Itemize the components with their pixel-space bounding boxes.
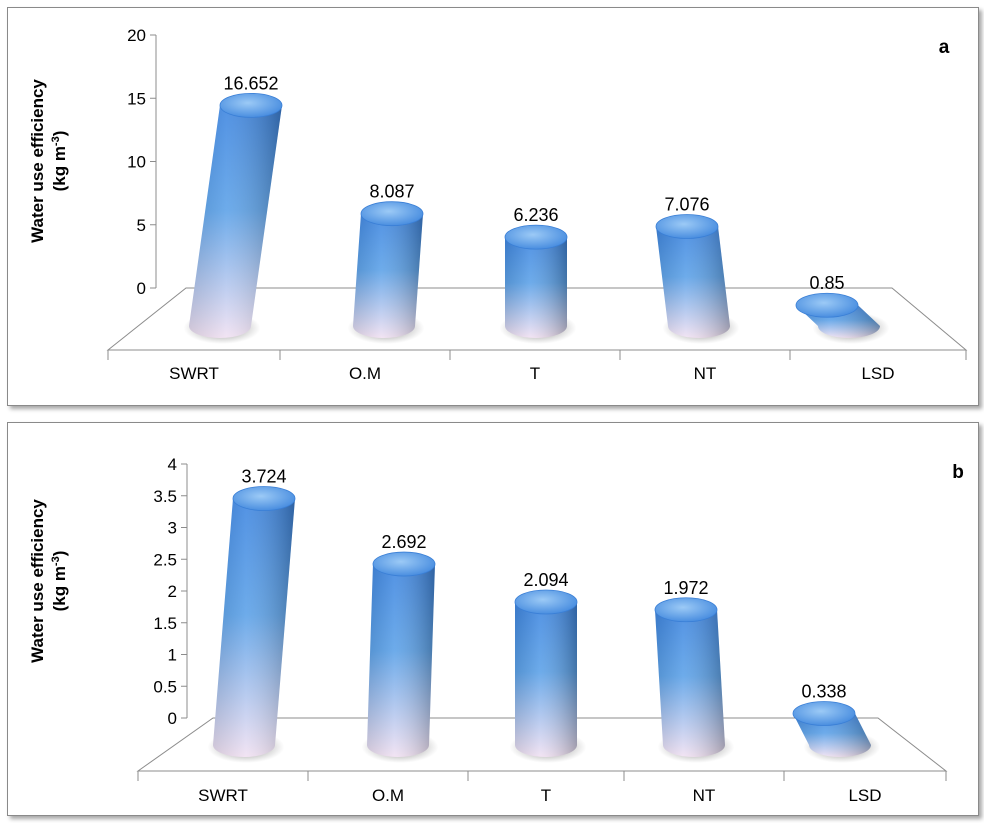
data-label: 7.076 [664,194,709,214]
y-tick-label: 1.5 [153,614,177,633]
y-axis-title: Water use efficiency [28,499,47,663]
data-label: 8.087 [369,182,414,202]
bar-cap [219,92,283,118]
y-tick-label: 0 [137,279,146,298]
panel-label: a [939,37,950,58]
x-tick-label: NT [693,786,716,805]
y-tick-label: 10 [127,153,146,172]
chart-a-svg: 0 5 10 15 20 Water use efficiency (kg m-3) 16.6… [28,26,968,383]
data-label: 16.652 [223,73,278,93]
bar-cap [792,701,856,726]
bar-swrt [183,92,283,344]
data-label: 0.338 [801,682,846,702]
x-tick-label: T [530,364,540,383]
panel-label: b [952,462,964,483]
bar-t [509,589,587,763]
bar-nt [654,597,735,763]
bar-cap [360,201,424,227]
x-tick-label: O.M [372,786,404,805]
bar-cap [655,214,719,239]
x-tick-label: LSD [861,364,894,383]
x-tick-label: SWRT [198,786,248,805]
y-tick-label: 0 [168,709,177,728]
y-tick-label: 1 [168,646,177,665]
y-tick-label: 4 [168,455,177,474]
y-tick-label: 3.5 [153,487,177,506]
y-axis-unit: (kg m-3) [50,551,69,612]
bar-cap [504,224,568,250]
bar-cap [654,597,718,623]
x-tick-label: NT [694,364,717,383]
bar-cap [514,589,578,615]
bar-cap [795,292,859,318]
bar-nt [655,214,740,344]
data-label: 0.85 [809,273,844,293]
x-tick-label: T [541,786,551,805]
chart-panel-b: 0 0.5 1 1.5 2 2.5 3 3.5 4 Water use efficiency (kg… [7,422,979,816]
x-tick-label: LSD [848,786,881,805]
bar-swrt [207,486,296,763]
data-label: 3.724 [241,467,286,487]
data-label: 2.094 [523,570,568,590]
chart-panel-a: 0 5 10 15 20 Water use efficiency (kg m-3) 16.6… [7,7,979,406]
bar-cap [232,486,296,511]
y-tick-label: 20 [127,26,146,45]
bar-o-m [347,201,425,344]
y-axis-unit: (kg m-3) [50,131,69,192]
y-axis-title: Water use efficiency [28,79,47,243]
data-label: 6.236 [513,205,558,225]
bar-o-m [361,551,439,763]
bar-cap [372,551,436,577]
y-tick-label: 15 [127,89,146,108]
x-tick-label: SWRT [169,364,219,383]
x-tick-label: O.M [349,364,381,383]
chart-b-svg: 0 0.5 1 1.5 2 2.5 3 3.5 4 Water use efficiency (kg… [28,455,964,805]
bar-lsd [792,701,881,763]
y-tick-label: 2 [168,582,177,601]
data-label: 2.692 [381,532,426,552]
y-tick-label: 3 [168,519,177,538]
y-tick-label: 5 [137,216,146,235]
data-label: 1.972 [663,578,708,598]
bar-lsd [795,292,890,344]
y-tick-label: 2.5 [153,550,177,569]
bar-t [499,224,577,344]
y-tick-label: 0.5 [153,677,177,696]
